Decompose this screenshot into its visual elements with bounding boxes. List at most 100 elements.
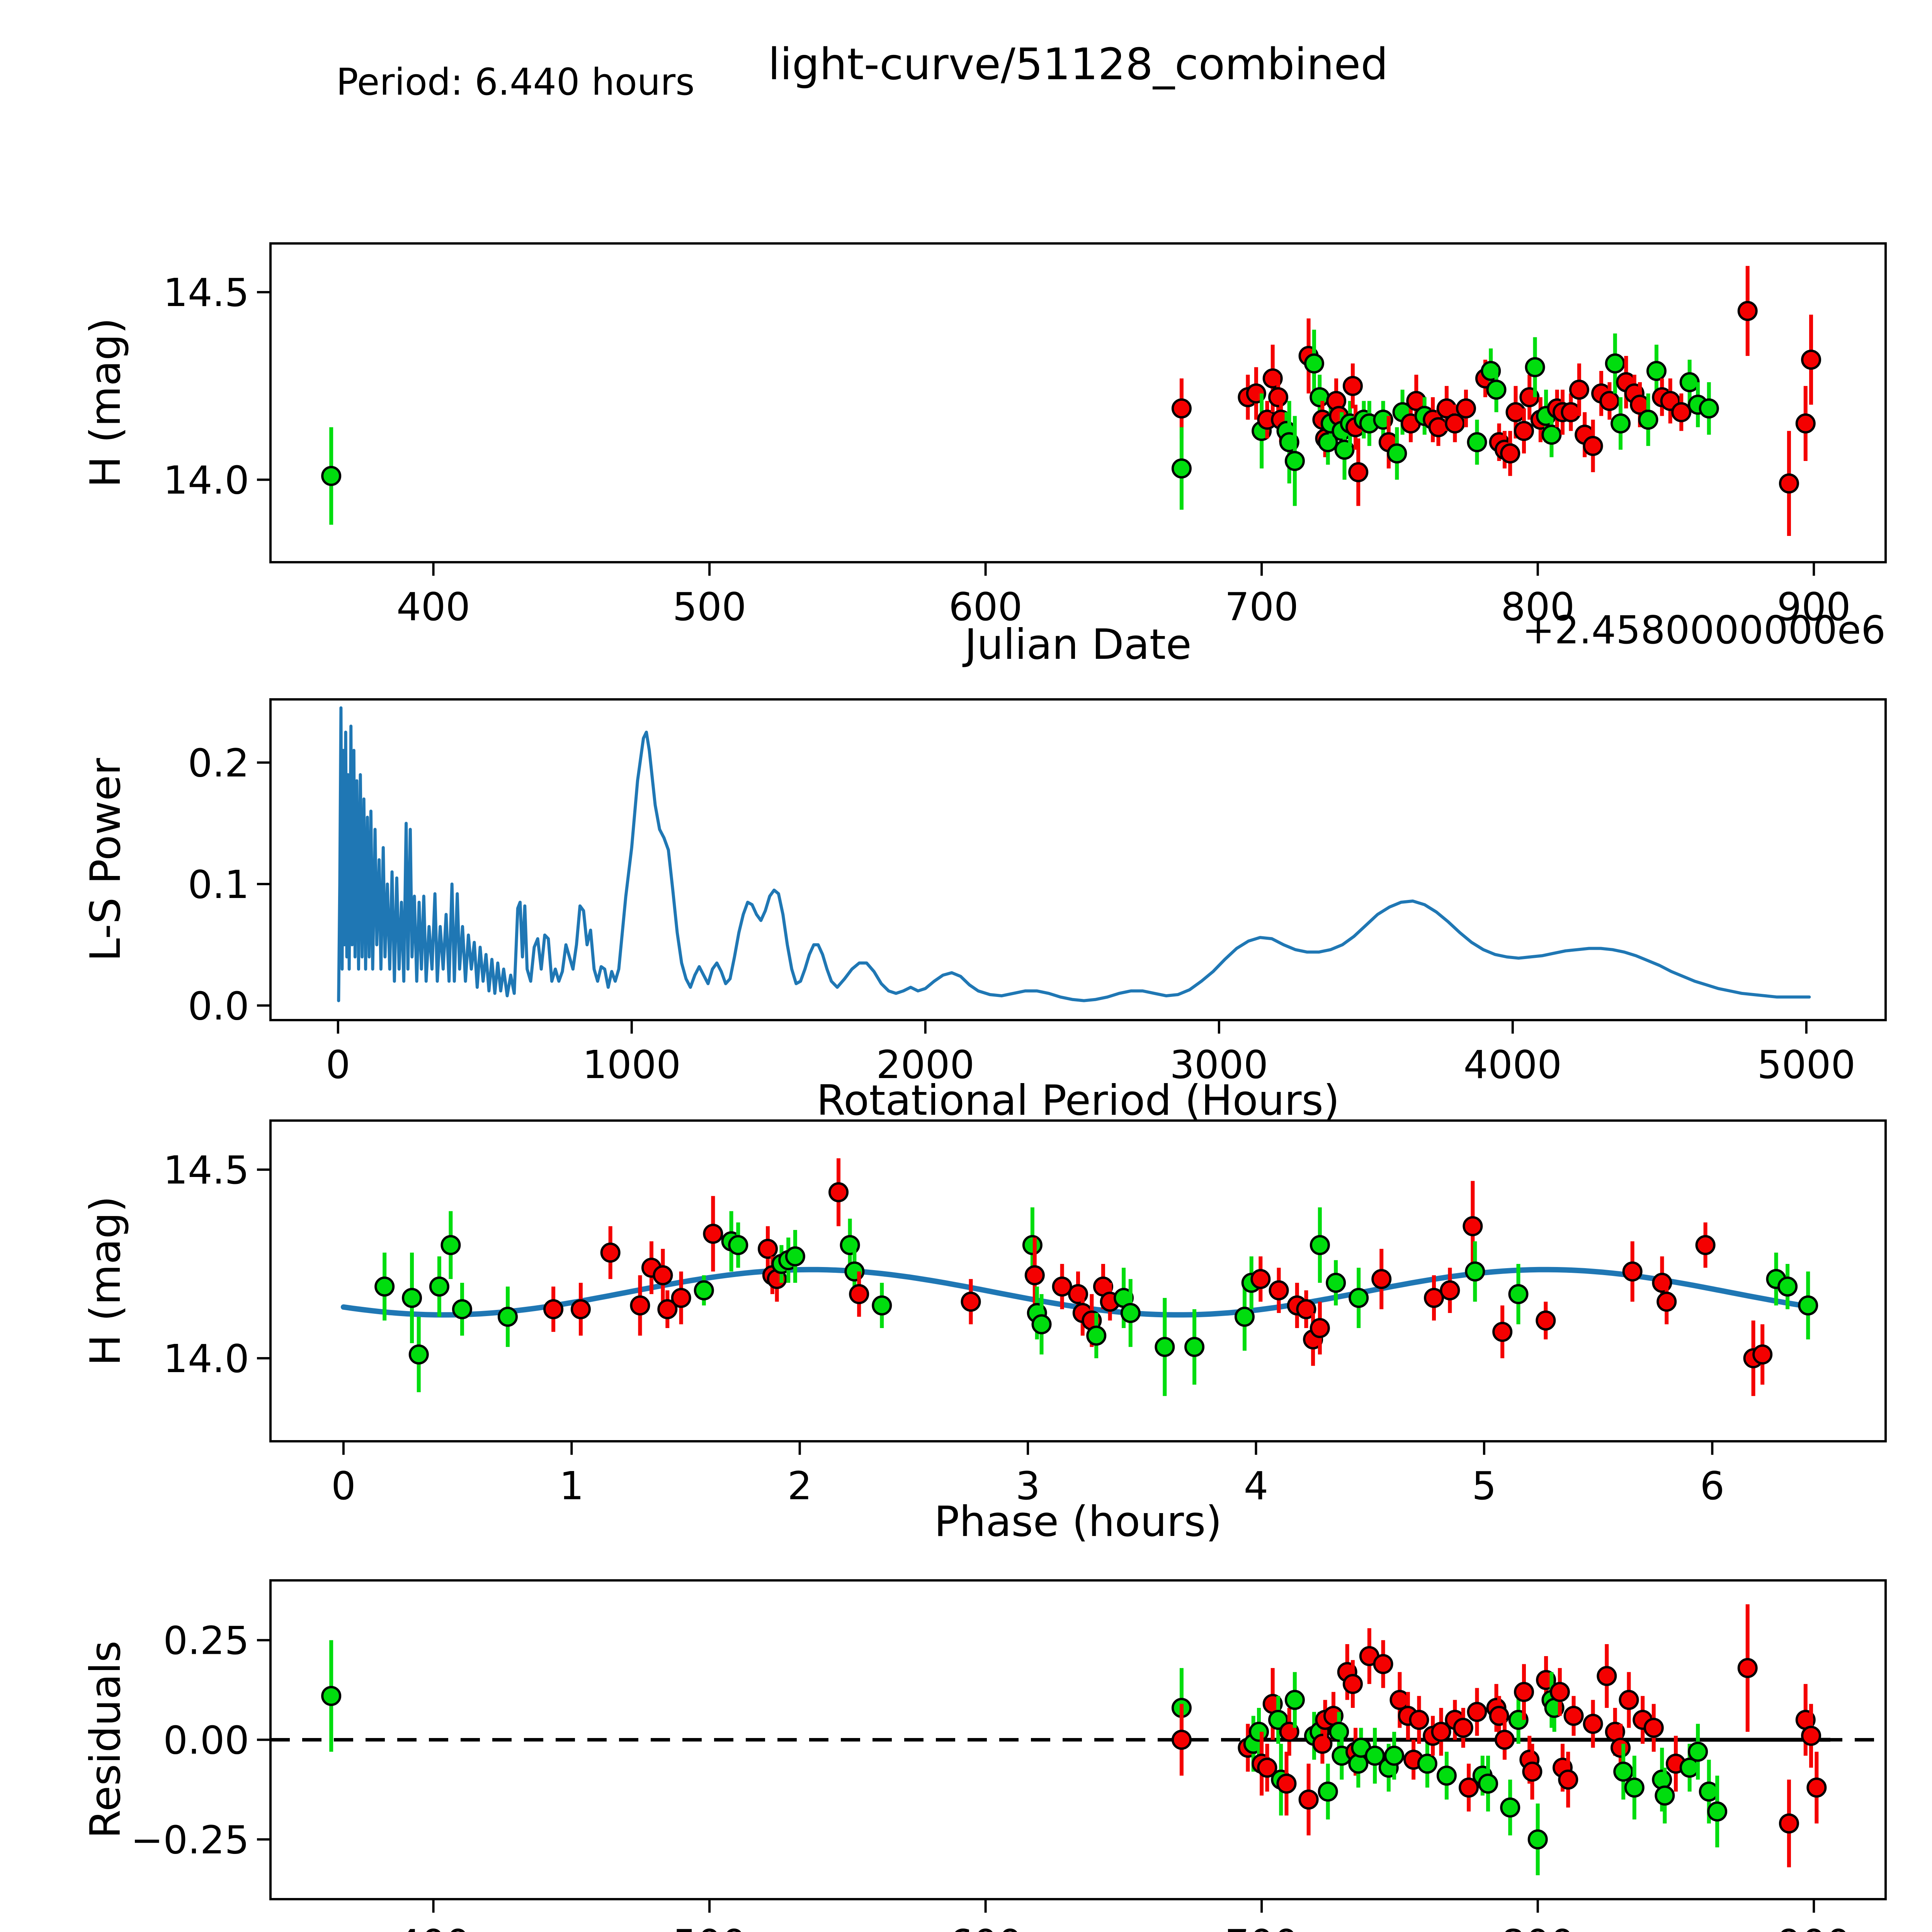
data-point xyxy=(1801,1726,1821,1746)
data-point xyxy=(657,1299,678,1320)
data-point xyxy=(1387,443,1407,464)
data-point xyxy=(1569,379,1589,400)
data-point xyxy=(1268,387,1289,407)
x-tick-label: 2000 xyxy=(876,1042,975,1087)
data-point xyxy=(1284,1690,1305,1710)
y-tick-label: −0.25 xyxy=(131,1817,249,1862)
axis2-xlabel: Rotational Period (Hours) xyxy=(816,1077,1340,1125)
data-point xyxy=(1284,451,1305,471)
x-tick-label: 1 xyxy=(560,1463,584,1509)
data-point xyxy=(1486,379,1507,400)
data-point xyxy=(1525,357,1545,378)
data-point xyxy=(1120,1303,1141,1323)
data-point xyxy=(653,1265,673,1286)
data-point xyxy=(1514,421,1534,441)
data-point xyxy=(1373,1654,1393,1674)
data-point xyxy=(728,1235,748,1255)
data-point xyxy=(408,1344,429,1365)
data-point xyxy=(1022,1235,1043,1255)
data-point xyxy=(1456,398,1476,419)
data-point xyxy=(1643,1718,1664,1738)
y-tick-label: 14.5 xyxy=(163,270,249,315)
data-point xyxy=(1500,443,1520,464)
x-tick-label: 900 xyxy=(1777,584,1851,629)
data-point xyxy=(1646,361,1667,381)
data-point xyxy=(1155,1337,1175,1357)
data-point xyxy=(1494,1730,1515,1750)
data-point xyxy=(1679,372,1700,393)
data-point xyxy=(1465,1261,1485,1282)
y-tick-label: 0.1 xyxy=(188,862,249,907)
page-title: light-curve/51128_combined xyxy=(768,39,1388,90)
data-point xyxy=(402,1287,422,1308)
x-tick-label: 5 xyxy=(1472,1463,1497,1509)
data-point xyxy=(1583,1714,1603,1734)
data-point xyxy=(1453,1718,1473,1738)
data-point xyxy=(1777,1276,1798,1297)
data-point xyxy=(1563,1706,1584,1726)
data-point xyxy=(1409,1709,1429,1730)
y-tick-label: 14.0 xyxy=(163,1336,249,1381)
x-tick-label: 5000 xyxy=(1757,1042,1856,1087)
data-point xyxy=(1348,1753,1369,1774)
data-point xyxy=(1250,1269,1271,1289)
data-point xyxy=(1342,1674,1363,1694)
data-point xyxy=(785,1246,805,1267)
data-point xyxy=(1752,1344,1773,1365)
data-point xyxy=(1310,387,1330,407)
data-point xyxy=(1561,402,1581,422)
data-point xyxy=(1024,1265,1045,1286)
data-point xyxy=(1522,1762,1543,1782)
x-tick-label: 500 xyxy=(673,584,747,629)
data-point xyxy=(1417,1753,1437,1774)
data-point xyxy=(1505,402,1526,422)
y-tick-label: 0.25 xyxy=(163,1618,249,1663)
x-tick-label: 900 xyxy=(1777,1921,1851,1932)
x-tick-label: 4 xyxy=(1244,1463,1269,1509)
data-point xyxy=(321,466,342,486)
data-point xyxy=(1779,1813,1799,1834)
data-point xyxy=(671,1287,691,1308)
data-point xyxy=(1171,398,1192,419)
data-point xyxy=(1597,1666,1617,1686)
axes-frame xyxy=(269,242,1887,563)
panel-3: 0 1 2 3 4 5 6 14.0 14.5 xyxy=(163,1119,1887,1509)
data-point xyxy=(1276,1773,1297,1794)
data-point xyxy=(1611,1738,1631,1758)
data-point xyxy=(1549,1682,1570,1702)
data-point xyxy=(1688,1742,1708,1762)
data-point xyxy=(1342,376,1363,396)
data-point xyxy=(1318,1781,1338,1802)
data-point xyxy=(1801,349,1821,370)
data-point xyxy=(600,1242,621,1263)
data-point xyxy=(440,1235,461,1255)
data-point xyxy=(849,1284,869,1304)
data-point xyxy=(1613,1762,1634,1782)
data-point xyxy=(1707,1801,1728,1822)
data-point xyxy=(1599,391,1620,411)
x-tick-label: 600 xyxy=(949,1921,1022,1932)
axes-frame xyxy=(269,698,1887,1021)
data-point xyxy=(1536,1310,1556,1331)
data-point xyxy=(1583,436,1603,456)
data-point xyxy=(1798,1295,1818,1316)
x-tick-label: 800 xyxy=(1501,1921,1575,1932)
data-point xyxy=(1737,1658,1758,1678)
data-point xyxy=(1234,1306,1255,1327)
x-tick-label: 700 xyxy=(1225,1921,1299,1932)
y-tick-label: 0.00 xyxy=(163,1718,249,1763)
data-point xyxy=(1514,1682,1534,1702)
data-point xyxy=(1699,398,1719,419)
x-tick-label: 1000 xyxy=(583,1042,681,1087)
data-point xyxy=(1795,413,1816,434)
data-point xyxy=(1349,1287,1369,1308)
data-point xyxy=(1371,1269,1392,1289)
data-point xyxy=(1508,1284,1529,1304)
x-tick-label: 3 xyxy=(1015,1463,1040,1509)
data-point xyxy=(1779,473,1799,494)
x-tick-label: 0 xyxy=(331,1463,356,1509)
data-point xyxy=(570,1299,591,1320)
data-point xyxy=(1310,1235,1330,1255)
